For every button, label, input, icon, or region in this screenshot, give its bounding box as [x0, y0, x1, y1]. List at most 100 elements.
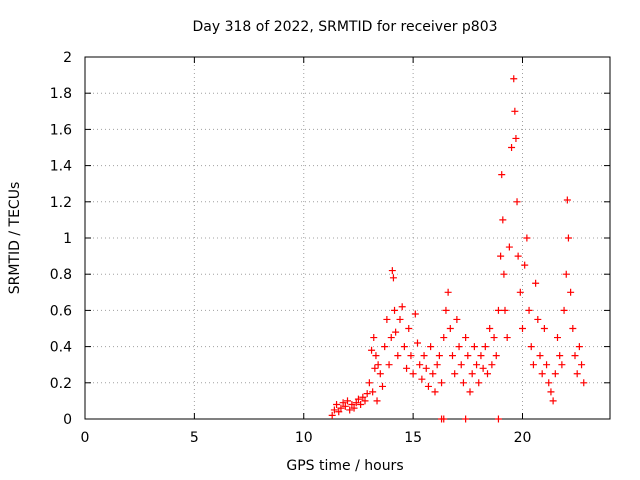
data-point [407, 352, 415, 360]
data-point [435, 352, 443, 360]
data-point [538, 370, 546, 378]
data-point [424, 382, 432, 390]
data-point [374, 361, 382, 369]
data-point [365, 379, 373, 387]
data-point [442, 306, 450, 314]
data-point [330, 406, 338, 414]
data-point [339, 399, 347, 407]
data-point [350, 404, 358, 412]
data-point [508, 144, 516, 151]
data-point [403, 364, 411, 372]
data-point [580, 379, 588, 387]
data-point [536, 352, 544, 360]
data-point [333, 401, 341, 409]
data-point [473, 361, 481, 369]
data-point [433, 361, 441, 369]
data-point [427, 343, 435, 351]
data-point [525, 306, 533, 314]
y-tick-label: 1.2 [50, 195, 72, 211]
data-point [510, 75, 518, 83]
data-point [514, 252, 522, 260]
x-tick-label: 15 [404, 430, 422, 446]
data-point [420, 352, 428, 360]
data-point [512, 134, 520, 142]
data-point [411, 310, 419, 318]
data-point [497, 252, 505, 260]
data-point [492, 352, 500, 360]
data-point [494, 415, 502, 423]
tick-labels: 0 5 10 15 20 0 0.2 0.4 0.6 0.8 1 1.2 1.4 1.6 1.8 2 [50, 50, 532, 446]
data-point [453, 315, 461, 323]
data-point [503, 334, 511, 342]
data-points [328, 75, 588, 423]
y-tick-label: 1.8 [50, 86, 72, 102]
chart-title: Day 318 of 2022, SRMTID for receiver p80… [192, 19, 497, 35]
data-point [499, 216, 507, 224]
data-point [549, 397, 557, 405]
data-point [370, 334, 378, 342]
data-point [449, 352, 456, 360]
data-point [383, 315, 391, 323]
data-point [498, 171, 506, 179]
y-tick-label: 0.6 [50, 303, 72, 319]
data-point [381, 343, 389, 351]
data-point [387, 334, 395, 342]
data-point [357, 401, 365, 409]
data-point [457, 361, 465, 369]
data-point [363, 390, 371, 398]
data-point [346, 406, 354, 414]
y-tick-label: 1.4 [50, 159, 72, 175]
y-tick-label: 1.6 [50, 122, 72, 138]
data-point [455, 343, 463, 351]
x-tick-label: 5 [190, 430, 199, 446]
data-point [389, 274, 397, 282]
data-point [468, 370, 476, 378]
data-point [440, 415, 448, 423]
data-point [560, 306, 568, 314]
data-point [479, 364, 487, 372]
data-point [396, 315, 404, 323]
y-axis-label: SRMTID / TECUs [7, 182, 23, 295]
data-point [488, 361, 496, 369]
data-point [462, 415, 470, 423]
grid-lines [85, 57, 610, 419]
data-point [361, 397, 369, 405]
y-tick-label: 0.4 [50, 340, 72, 356]
data-point [328, 411, 336, 419]
data-point [513, 198, 521, 206]
data-point [335, 408, 343, 416]
data-point [573, 370, 581, 378]
data-point [567, 288, 575, 296]
data-point [540, 325, 548, 332]
data-point [373, 397, 381, 405]
data-point [523, 234, 531, 242]
data-point [558, 361, 566, 369]
data-point [371, 364, 379, 372]
data-point [511, 107, 519, 115]
data-point [344, 397, 351, 405]
data-point [545, 379, 553, 387]
data-point [352, 399, 360, 407]
data-point [392, 328, 400, 336]
data-point [564, 234, 572, 242]
data-point [571, 352, 579, 360]
data-point [527, 343, 535, 351]
data-point [438, 379, 446, 387]
data-point [337, 404, 345, 412]
data-point [516, 288, 524, 296]
data-point [563, 196, 571, 204]
data-point [398, 303, 406, 311]
data-point [372, 352, 380, 360]
axis-ticks [84, 56, 610, 420]
data-point [529, 361, 537, 369]
data-point [459, 379, 467, 387]
data-point [431, 388, 439, 396]
data-point [462, 334, 470, 342]
data-point [500, 270, 508, 278]
data-point [477, 352, 485, 360]
data-point [569, 325, 577, 332]
data-point [379, 382, 386, 390]
data-point [486, 325, 494, 332]
data-point [376, 370, 384, 378]
